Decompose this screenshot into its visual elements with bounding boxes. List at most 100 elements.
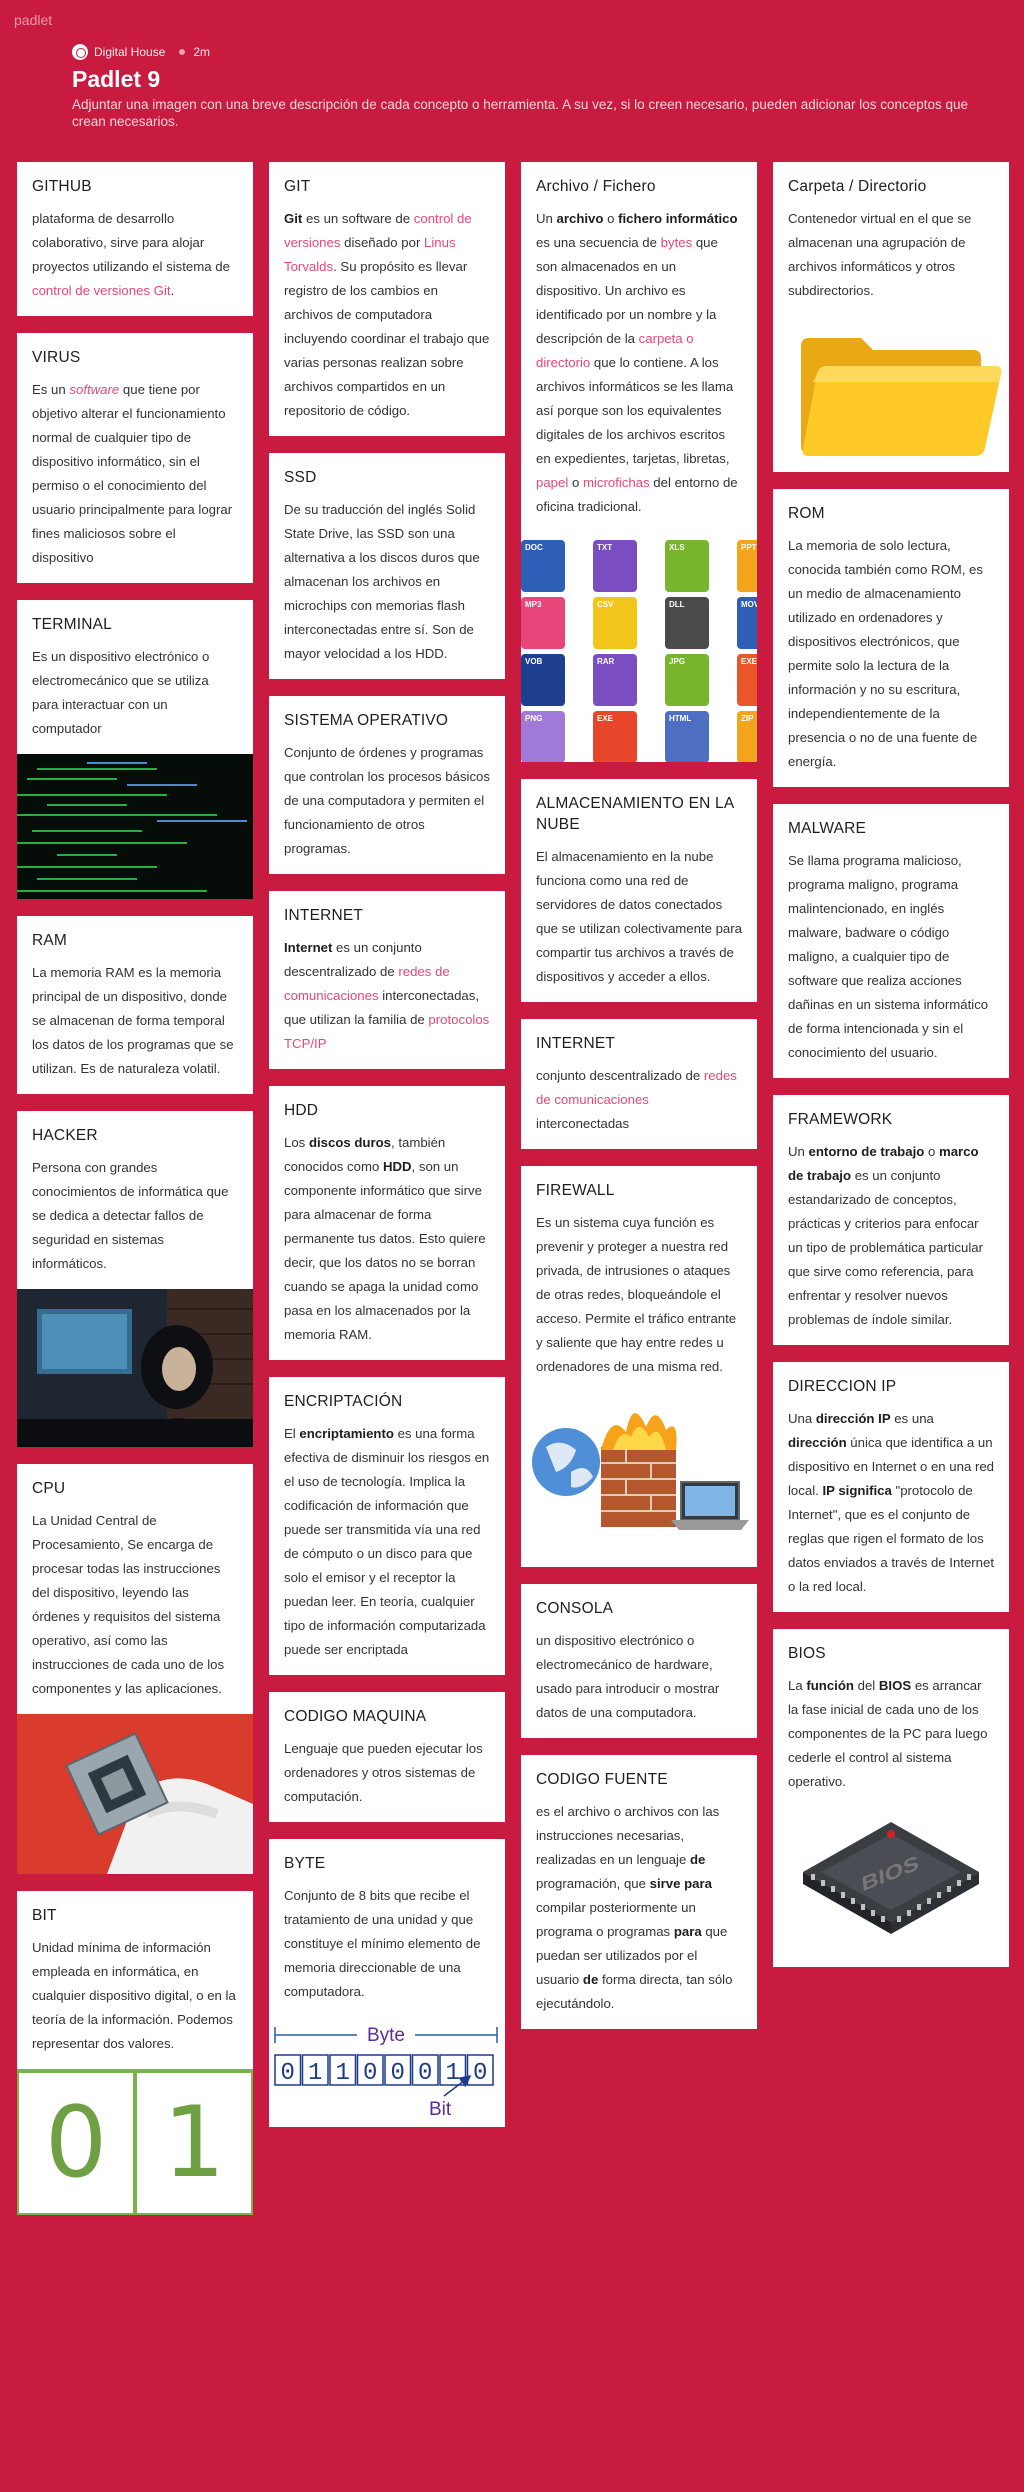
file-type-label: VOB (525, 657, 543, 666)
card-title: CODIGO FUENTE (536, 1771, 668, 1788)
card-internet[interactable]: INTERNET Internet es un conjunto descent… (269, 891, 505, 1069)
byte-digit-box (384, 2054, 412, 2086)
card-cpu[interactable]: CPU La Unidad Central de Procesamiento, … (17, 1464, 253, 1874)
file-type-icon: JPG (665, 654, 709, 706)
card-title: BIOS (788, 1645, 826, 1662)
card-title: RAM (32, 932, 68, 949)
card-github[interactable]: GITHUB plataforma de desarrollo colabora… (17, 162, 253, 316)
link-control-versiones[interactable]: control de versiones (284, 211, 472, 250)
card-text: El almacenamiento en la nube funciona co… (536, 849, 742, 984)
link-software[interactable]: software (69, 382, 120, 397)
link-git[interactable]: control de versiones Git (32, 283, 171, 298)
byte-digit-box (439, 2054, 467, 2086)
card-firewall[interactable]: FIREWALL Es un sistema cuya función es p… (521, 1166, 757, 1567)
card-text: Git es un software de control de version… (284, 211, 490, 418)
card-nube[interactable]: ALMACENAMIENTO EN LA NUBE El almacenamie… (521, 779, 757, 1002)
card-text: Es un dispositivo electrónico o electrom… (32, 649, 210, 736)
card-bios[interactable]: BIOS La función del BIOS es arrancar la … (773, 1629, 1009, 1967)
card-title: HDD (284, 1102, 319, 1119)
byte-digit-box (356, 2054, 384, 2086)
card-title: SSD (284, 469, 317, 486)
hacker-image[interactable] (17, 1289, 253, 1447)
card-text: Internet es un conjunto descentralizado … (284, 940, 490, 1051)
card-framework[interactable]: FRAMEWORK Un entorno de trabajo o marco … (773, 1095, 1009, 1345)
card-title: VIRUS (32, 349, 81, 366)
byte-digit-box (301, 2054, 329, 2086)
terminal-image[interactable] (17, 754, 253, 899)
card-text: Se llama programa malicioso, programa ma… (788, 853, 989, 1060)
column-4: Carpeta / Directorio Contenedor virtual … (773, 162, 1009, 1984)
card-direccion-ip[interactable]: DIRECCION IP Una dirección IP es una dir… (773, 1362, 1009, 1612)
card-codigo-maquina[interactable]: CODIGO MAQUINA Lenguaje que pueden ejecu… (269, 1692, 505, 1822)
card-ssd[interactable]: SSD De su traducción del inglés Solid St… (269, 453, 505, 679)
link-papel[interactable]: papel (536, 475, 569, 490)
card-archivo[interactable]: Archivo / Fichero Un archivo o fichero i… (521, 162, 757, 762)
card-consola[interactable]: CONSOLA un dispositivo electrónico o ele… (521, 1584, 757, 1738)
folder-image[interactable] (773, 316, 1009, 472)
card-hacker[interactable]: HACKER Persona con grandes conocimientos… (17, 1111, 253, 1447)
link-carpeta[interactable]: carpeta o directorio (536, 331, 694, 370)
bit-image[interactable]: 0 1 (17, 2069, 253, 2215)
link-linus-torvalds[interactable]: Linus Torvalds (284, 235, 456, 274)
link-microfichas[interactable]: microfichas (582, 475, 650, 490)
byte-label: Byte (367, 2025, 405, 2046)
file-icons-image[interactable]: DOC TXT XLS PPT MP3 CSV DLL MOV VOB RAR JPG EXE PNG E… (521, 532, 757, 762)
card-title: ROM (788, 505, 825, 522)
file-type-icon: EXE (737, 654, 757, 706)
post-meta: Digital House 2m (72, 44, 982, 60)
firewall-image[interactable] (521, 1392, 757, 1567)
card-title: Archivo / Fichero (536, 178, 656, 195)
byte-digit: 0 (281, 2060, 295, 2087)
card-text: Es un software que tiene por objetivo al… (32, 382, 233, 565)
card-hdd[interactable]: HDD Los discos duros, también conocidos … (269, 1086, 505, 1360)
bios-chip-image[interactable]: BIOS (773, 1807, 1009, 1967)
file-type-icon: MP3 (521, 597, 565, 649)
card-bit[interactable]: BIT Unidad mínima de información emplead… (17, 1891, 253, 2215)
card-text: Lenguaje que pueden ejecutar los ordenad… (284, 1741, 483, 1804)
card-text: El encriptamiento es una forma efectiva … (284, 1426, 490, 1657)
link-bytes[interactable]: bytes (660, 235, 693, 250)
byte-digit-box (274, 2054, 302, 2086)
card-carpeta[interactable]: Carpeta / Directorio Contenedor virtual … (773, 162, 1009, 472)
card-text: La memoria RAM es la memoria principal d… (32, 965, 234, 1076)
card-text: es el archivo o archivos con las instruc… (536, 1804, 733, 2011)
byte-digit-box (411, 2054, 439, 2086)
card-text: Conjunto de órdenes y programas que cont… (284, 745, 490, 856)
card-terminal[interactable]: TERMINAL Es un dispositivo electrónico o… (17, 600, 253, 899)
file-type-icon: TXT (593, 540, 637, 592)
card-git[interactable]: GIT Git es un software de control de ver… (269, 162, 505, 436)
card-byte[interactable]: BYTE Conjunto de 8 bits que recibe el tr… (269, 1839, 505, 2127)
file-type-icon: HTML (665, 711, 709, 762)
file-type-icon: DOC (521, 540, 565, 592)
file-type-label: DLL (669, 600, 685, 609)
padlet-header: Digital House 2m Padlet 9 Adjuntar una i… (72, 44, 982, 130)
card-codigo-fuente[interactable]: CODIGO FUENTE es el archivo o archivos c… (521, 1755, 757, 2029)
file-type-label: JPG (669, 657, 686, 666)
padlet-logo[interactable]: padlet (14, 12, 53, 28)
card-text: un dispositivo electrónico o electromecá… (536, 1633, 720, 1720)
card-text: Unidad mínima de información empleada en… (32, 1940, 236, 2051)
card-sistema-operativo[interactable]: SISTEMA OPERATIVO Conjunto de órdenes y … (269, 696, 505, 874)
file-type-icon: MOV (737, 597, 757, 649)
card-title: ALMACENAMIENTO EN LA NUBE (536, 795, 734, 833)
card-virus[interactable]: VIRUS Es un software que tiene por objet… (17, 333, 253, 583)
cpu-image[interactable] (17, 1714, 253, 1874)
card-rom[interactable]: ROM La memoria de solo lectura, conocida… (773, 489, 1009, 787)
card-text: La función del BIOS es arrancar la fase … (788, 1678, 988, 1789)
author-name[interactable]: Digital House (94, 45, 166, 59)
link-redes-comunicaciones[interactable]: redes de comunicaciones (536, 1068, 737, 1107)
card-internet-2[interactable]: INTERNET conjunto descentralizado de red… (521, 1019, 757, 1149)
card-title: CODIGO MAQUINA (284, 1708, 427, 1725)
link-redes-comunicaciones[interactable]: redes de comunicaciones (284, 964, 450, 1003)
link-tcp-ip[interactable]: protocolos TCP/IP (284, 1012, 490, 1051)
file-type-label: ZIP (741, 714, 754, 723)
card-encriptacion[interactable]: ENCRIPTACIÓN El encriptamiento es una fo… (269, 1377, 505, 1675)
card-title: DIRECCION IP (788, 1378, 897, 1395)
card-title: BYTE (284, 1855, 326, 1872)
card-malware[interactable]: MALWARE Se llama programa malicioso, pro… (773, 804, 1009, 1078)
card-ram[interactable]: RAM La memoria RAM es la memoria princip… (17, 916, 253, 1094)
card-text: Una dirección IP es una dirección única … (788, 1411, 995, 1594)
card-text: La memoria de solo lectura, conocida tam… (788, 538, 983, 769)
